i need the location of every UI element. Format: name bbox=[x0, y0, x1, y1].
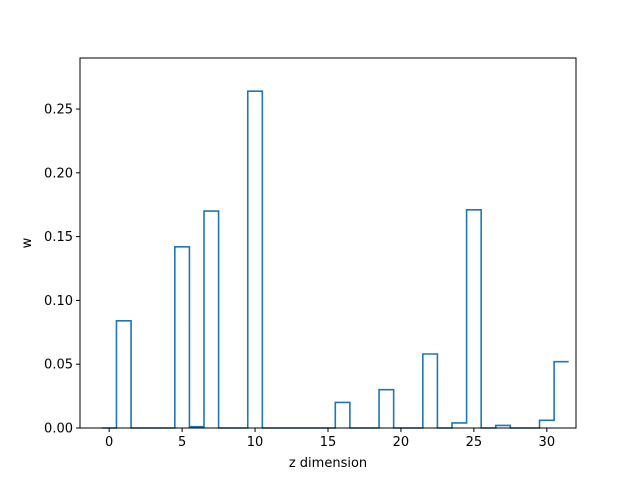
bar-z-16 bbox=[335, 402, 350, 428]
x-tick-label: 10 bbox=[247, 435, 264, 450]
x-tick-label: 0 bbox=[105, 435, 113, 450]
bar-z-5 bbox=[175, 247, 190, 428]
x-tick-label: 15 bbox=[320, 435, 337, 450]
x-tick-label: 5 bbox=[178, 435, 186, 450]
y-tick-label: 0.25 bbox=[44, 103, 73, 118]
y-tick-label: 0.00 bbox=[44, 422, 73, 437]
bar-z-24 bbox=[452, 423, 467, 428]
x-tick-label: 25 bbox=[466, 435, 483, 450]
y-tick-label: 0.05 bbox=[44, 358, 73, 373]
x-axis-ticks: 0 5 10 15 20 25 30 bbox=[105, 428, 555, 450]
bar-z-22 bbox=[423, 354, 438, 428]
bar-z-31 bbox=[554, 362, 569, 428]
bar-z-25 bbox=[467, 210, 482, 428]
bar-z-1 bbox=[116, 321, 131, 428]
bar-z-10 bbox=[248, 91, 263, 428]
y-tick-label: 0.15 bbox=[44, 230, 73, 245]
bar-z-7 bbox=[204, 211, 219, 428]
x-tick-label: 20 bbox=[393, 435, 410, 450]
x-tick-label: 30 bbox=[539, 435, 556, 450]
y-tick-label: 0.10 bbox=[44, 294, 73, 309]
x-axis-label: z dimension bbox=[289, 456, 367, 471]
y-tick-label: 0.20 bbox=[44, 166, 73, 181]
bar-z-19 bbox=[379, 390, 394, 428]
y-axis-ticks: 0.00 0.05 0.10 0.15 0.20 0.25 bbox=[44, 103, 80, 437]
bar-z-30 bbox=[540, 420, 555, 428]
y-axis-label: w bbox=[20, 237, 35, 248]
